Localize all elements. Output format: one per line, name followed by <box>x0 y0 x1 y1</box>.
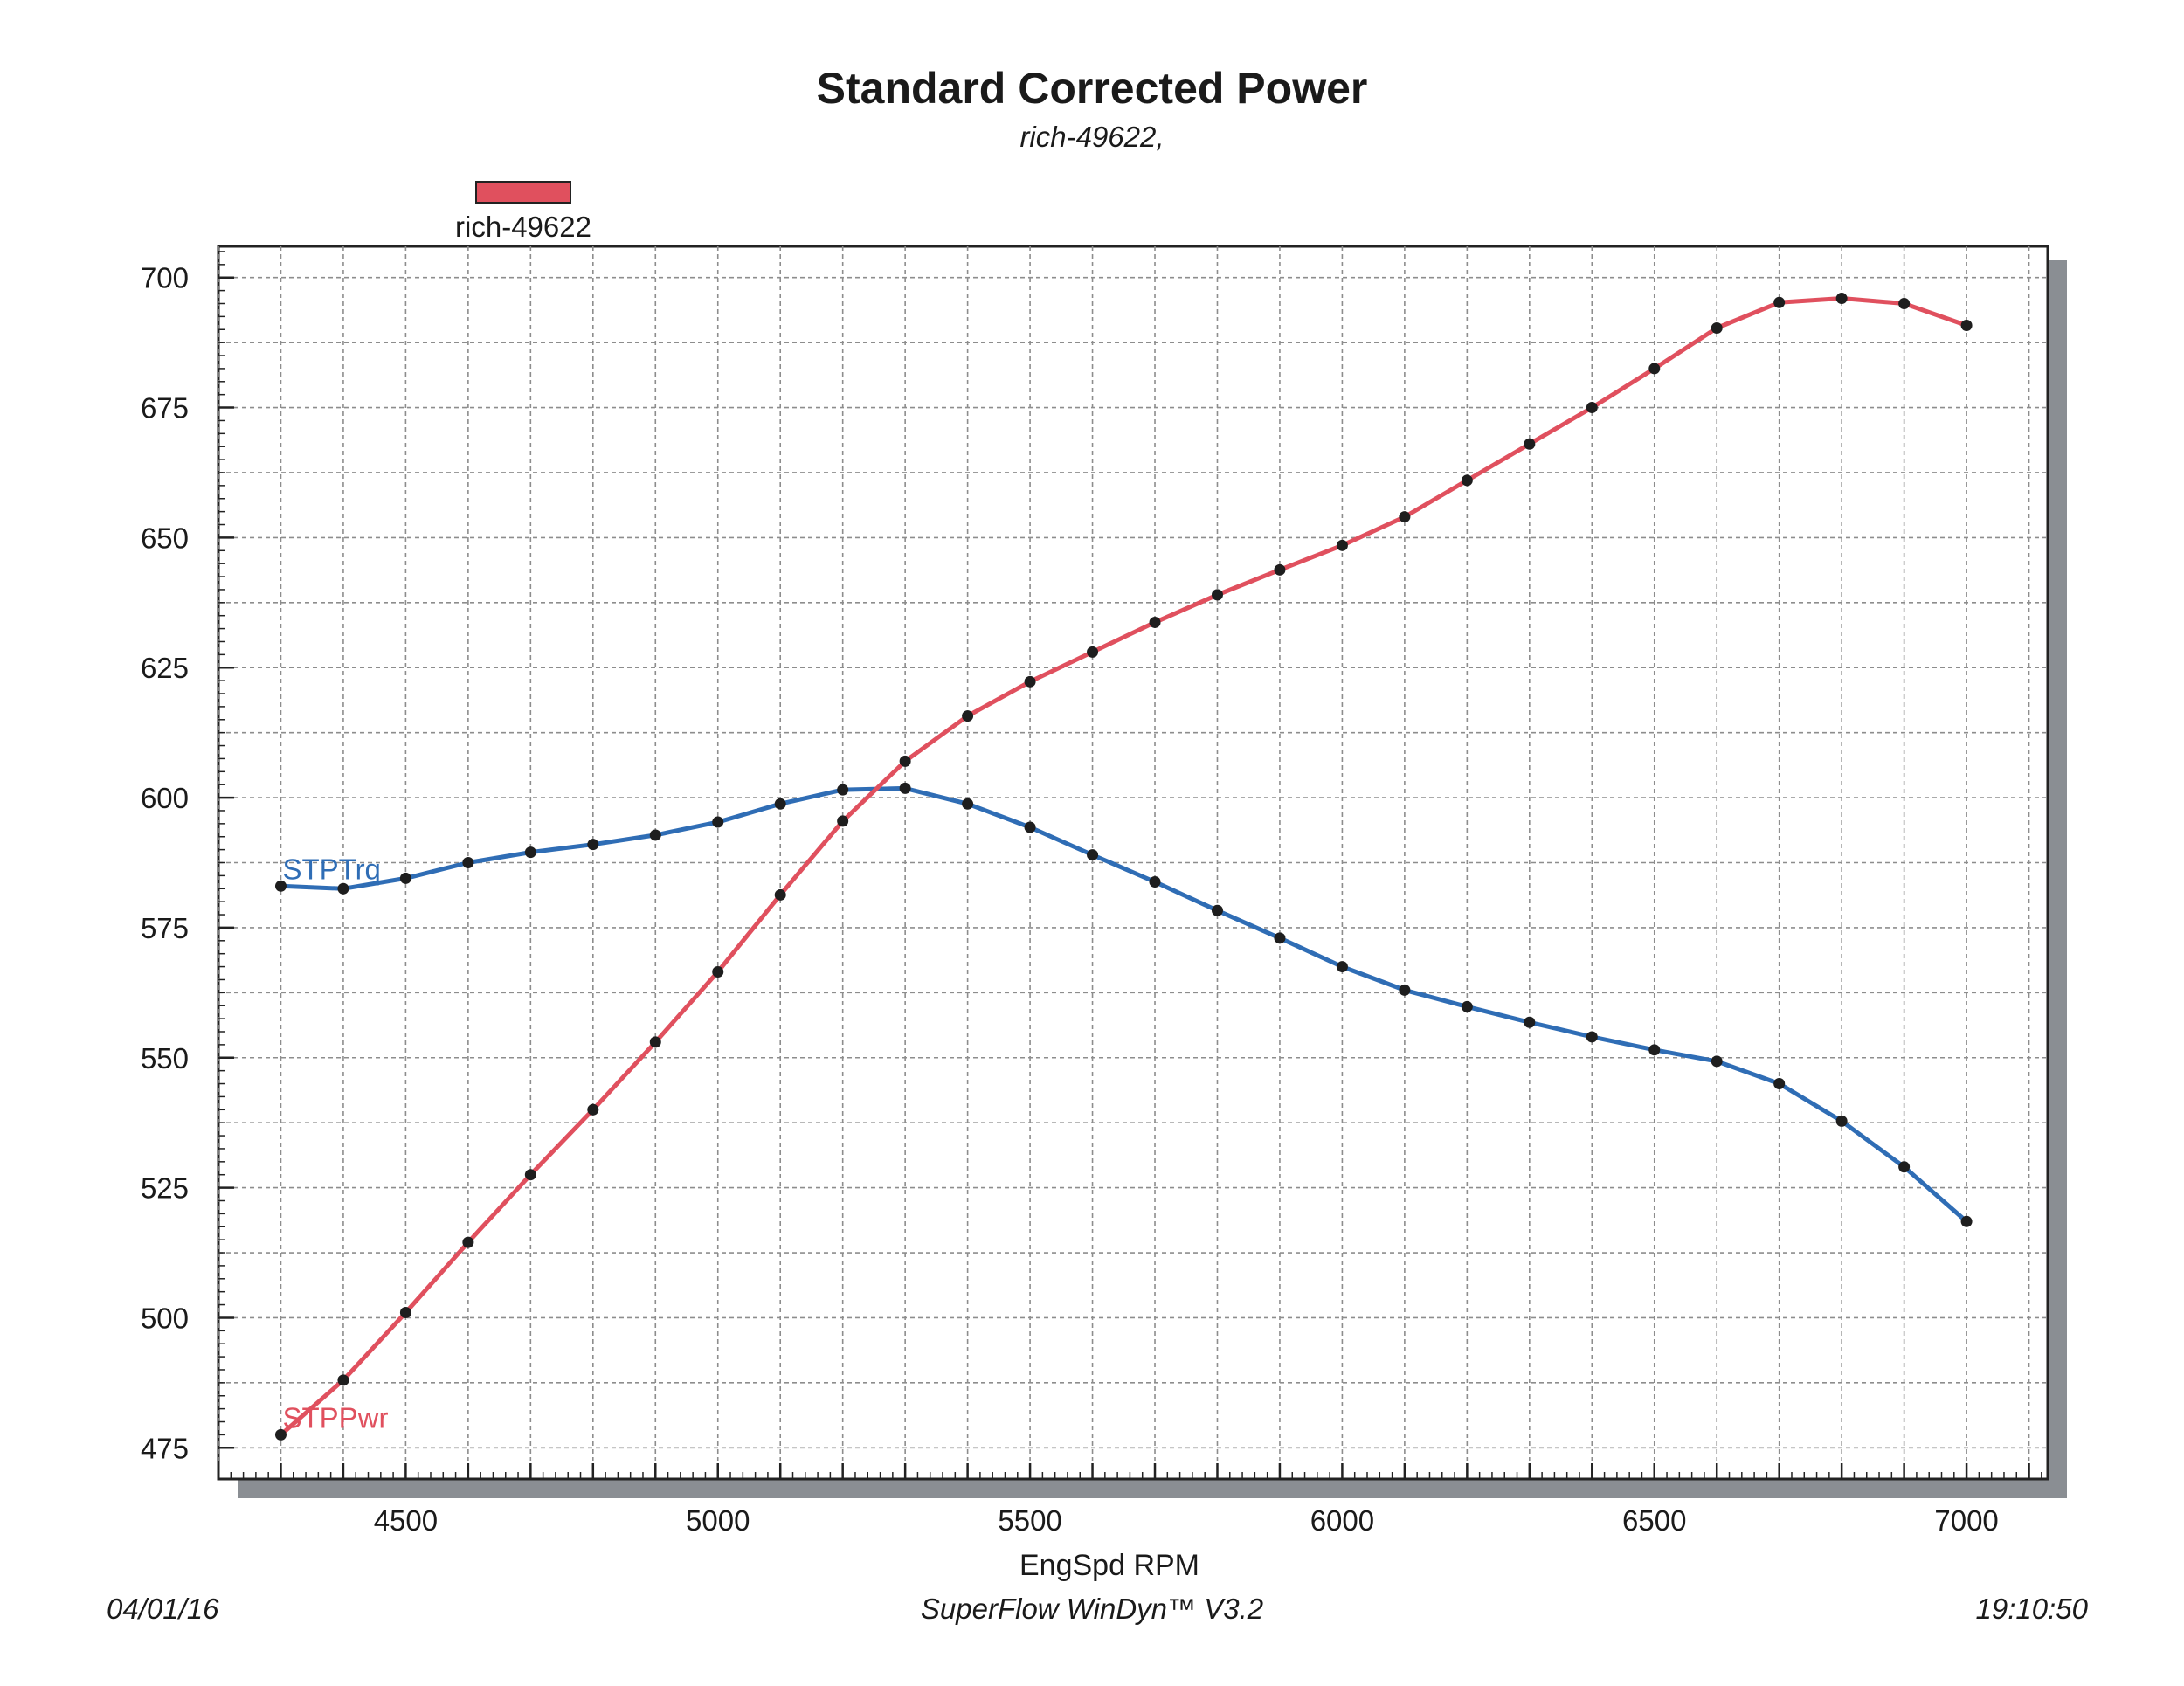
y-tick-label: 525 <box>141 1172 189 1205</box>
data-point <box>587 839 599 851</box>
data-point <box>1586 402 1598 414</box>
data-point <box>1399 984 1411 996</box>
data-point <box>1399 511 1411 523</box>
data-point <box>524 846 536 859</box>
data-point <box>837 784 849 796</box>
data-point <box>1711 1055 1723 1068</box>
data-point <box>1336 539 1348 551</box>
data-point <box>337 882 349 895</box>
data-point <box>1898 1161 1911 1173</box>
data-point <box>712 816 724 828</box>
y-tick-label: 600 <box>141 782 189 814</box>
data-point <box>1461 474 1473 487</box>
x-tick-label: 6500 <box>1622 1504 1686 1537</box>
data-point <box>1524 1016 1536 1028</box>
data-point <box>587 1103 599 1116</box>
y-axis: 475 500 525 550 575 600 625 650 675 700 <box>141 251 234 1464</box>
data-point <box>1960 319 1973 331</box>
data-point <box>899 782 911 794</box>
x-tick-label: 5500 <box>998 1504 1061 1537</box>
data-point <box>1773 296 1786 308</box>
data-point <box>399 1306 411 1318</box>
data-point <box>712 966 724 978</box>
series-STPPwr: STPPwr <box>274 293 1973 1441</box>
x-tick-label: 4500 <box>374 1504 438 1537</box>
legend: rich-49622 <box>455 181 591 243</box>
x-tick-label: 7000 <box>1934 1504 1998 1537</box>
data-point <box>1960 1215 1973 1227</box>
x-axis: 4500 5000 5500 6000 6500 7000 <box>217 1463 2042 1537</box>
data-point <box>1898 297 1911 309</box>
data-point <box>649 1036 661 1048</box>
series-label-STPPwr: STPPwr <box>282 1401 388 1434</box>
legend-label: rich-49622 <box>455 211 591 243</box>
footer-time: 19:10:50 <box>1975 1593 2088 1625</box>
data-point <box>1835 293 1848 305</box>
data-point <box>524 1169 536 1181</box>
data-point <box>1087 646 1099 658</box>
data-point <box>1211 904 1223 916</box>
y-tick-label: 675 <box>141 392 189 425</box>
data-point <box>1024 675 1036 688</box>
data-point <box>399 872 411 884</box>
y-tick-label: 550 <box>141 1042 189 1074</box>
chart-subtitle: rich-49622, <box>1019 121 1165 153</box>
data-point <box>962 798 974 810</box>
y-tick-label: 575 <box>141 912 189 944</box>
series-layer: STPTrq STPPwr <box>274 293 1973 1441</box>
data-point <box>899 755 911 767</box>
data-point <box>1149 876 1161 888</box>
series-STPTrq: STPTrq <box>274 782 1973 1227</box>
footer-software: SuperFlow WinDyn™ V3.2 <box>920 1593 1264 1625</box>
data-point <box>774 798 786 810</box>
data-point <box>1087 849 1099 861</box>
x-axis-title: EngSpd RPM <box>1019 1549 1199 1582</box>
data-point <box>274 880 287 892</box>
data-point <box>1648 1044 1661 1056</box>
y-tick-label: 475 <box>141 1432 189 1464</box>
series-label-STPTrq: STPTrq <box>282 853 380 885</box>
series-line-STPPwr <box>279 296 1967 1437</box>
series-line-STPTrq <box>280 785 1968 1224</box>
data-point <box>837 815 849 827</box>
footer-date: 04/01/16 <box>107 1593 219 1625</box>
data-point <box>1524 438 1536 450</box>
data-point <box>649 829 661 841</box>
y-tick-label: 700 <box>141 262 189 294</box>
data-point <box>1835 1115 1848 1127</box>
data-point <box>1711 321 1723 334</box>
data-point <box>1648 363 1661 375</box>
data-point <box>274 1428 287 1441</box>
data-point <box>1211 589 1223 601</box>
y-tick-label: 625 <box>141 652 189 684</box>
x-tick-label: 5000 <box>686 1504 750 1537</box>
data-point <box>337 1374 349 1386</box>
data-point <box>1274 932 1286 944</box>
data-point <box>1586 1031 1598 1043</box>
data-point <box>962 710 974 722</box>
data-point <box>1274 563 1286 576</box>
data-point <box>1773 1078 1786 1090</box>
y-tick-label: 500 <box>141 1302 189 1334</box>
data-point <box>1461 1000 1473 1012</box>
data-point <box>462 857 474 868</box>
data-point <box>1336 961 1348 973</box>
data-point <box>462 1236 474 1248</box>
chart-title: Standard Corrected Power <box>816 64 1368 113</box>
y-tick-label: 650 <box>141 522 189 554</box>
x-tick-label: 6000 <box>1310 1504 1374 1537</box>
legend-swatch <box>475 181 571 204</box>
plot-area <box>217 245 2049 1481</box>
data-point <box>774 888 786 901</box>
data-point <box>1024 821 1036 833</box>
data-point <box>1149 616 1161 628</box>
